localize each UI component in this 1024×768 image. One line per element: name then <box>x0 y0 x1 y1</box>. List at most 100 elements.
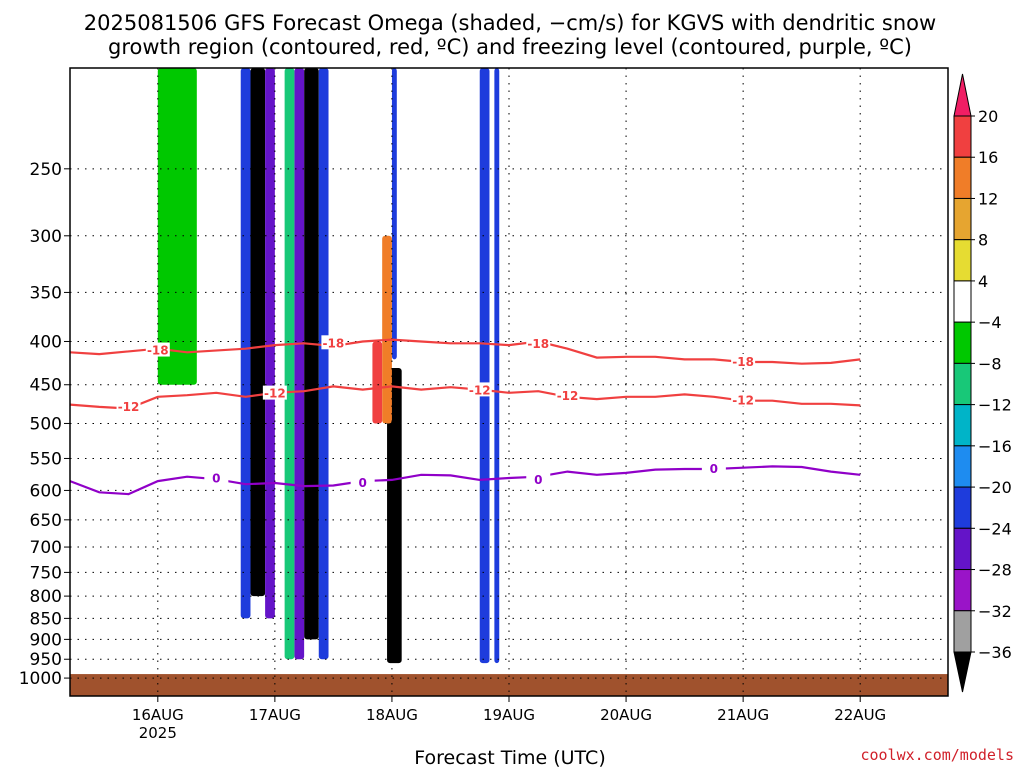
omega-colorbar: 20 16 12 8 4 −4 −8 −12 −16 −20 −24 −28 −32 −36 <box>953 73 1012 693</box>
omega-cell <box>387 368 402 664</box>
colorbar-bin <box>953 486 972 529</box>
colorbar-top-triangle <box>953 73 972 117</box>
contour-label-0: 0 <box>358 476 366 490</box>
omega-cell <box>494 68 500 664</box>
omega-cell <box>391 68 397 360</box>
contour-label-bg <box>467 382 492 397</box>
y-tick-label: 300 <box>30 227 62 247</box>
omega-cell <box>294 68 305 660</box>
colorbar-bin <box>953 445 972 488</box>
omega-cell <box>157 68 197 385</box>
contour-label-bg <box>526 336 551 351</box>
x-axis-label: Forecast Time (UTC) <box>414 747 605 768</box>
y-axis-ticks: 2503003504004505005506006507007508008509… <box>19 160 70 689</box>
x-tick-label: 16AUG <box>132 706 184 724</box>
omega-cell <box>240 68 251 619</box>
colorbar-label: 4 <box>978 272 988 291</box>
contour-label-bg <box>555 387 580 402</box>
contour-label-bg <box>731 354 756 369</box>
colorbar-label: −20 <box>978 478 1012 497</box>
omega-cell <box>372 341 383 424</box>
colorbar-bin <box>953 239 972 282</box>
colorbar-label: −16 <box>978 437 1012 456</box>
chart-title-line-1: 2025081506 GFS Forecast Omega (shaded, −… <box>84 11 936 35</box>
contour-label--18: -18 <box>147 344 169 358</box>
chart-grid <box>70 68 948 696</box>
colorbar-label: −12 <box>978 396 1012 415</box>
colorbar-bin <box>953 404 972 447</box>
colorbar-label: 16 <box>978 148 998 167</box>
colorbar-label: 12 <box>978 189 998 208</box>
contour-label--12: -12 <box>469 383 491 397</box>
colorbar-bin <box>953 156 972 199</box>
y-tick-label: 950 <box>30 650 62 670</box>
y-tick-label: 1000 <box>19 669 62 689</box>
contour-label--12: -12 <box>118 400 140 414</box>
contour-label-0: 0 <box>534 473 542 487</box>
contour-label-bg <box>350 475 375 490</box>
contour-label-bg <box>116 398 141 413</box>
y-tick-label: 850 <box>30 609 62 629</box>
colorbar-label: 20 <box>978 107 998 126</box>
y-tick-label: 550 <box>30 449 62 469</box>
colorbar-bin <box>953 569 972 612</box>
chart-title-line-2: growth region (contoured, red, ºC) and f… <box>108 35 912 59</box>
omega-shading <box>157 68 500 664</box>
x-tick-label: 21AUG <box>717 706 769 724</box>
colorbar-label: −8 <box>978 354 1002 373</box>
colorbar-bin <box>953 115 972 158</box>
y-tick-label: 750 <box>30 563 62 583</box>
ground-fill <box>70 674 948 696</box>
contour-label-0: 0 <box>212 472 220 486</box>
omega-cell <box>479 68 490 664</box>
omega-cell <box>318 68 329 660</box>
colorbar-bin <box>953 280 972 323</box>
y-tick-label: 450 <box>30 376 62 396</box>
colorbar-label: −32 <box>978 602 1012 621</box>
contour-label-bg <box>701 460 726 475</box>
contour-label-bg <box>262 385 287 400</box>
contour-label-bg <box>321 335 346 350</box>
contour-label--18: -18 <box>527 337 549 351</box>
y-tick-label: 500 <box>30 414 62 434</box>
colorbar-bin <box>953 527 972 571</box>
colorbar-bin <box>953 610 972 653</box>
contour-label-bg <box>204 470 229 485</box>
contour-label--18: -18 <box>323 336 345 350</box>
x-tick-label: 20AUG <box>600 706 652 724</box>
colorbar-label: −4 <box>978 313 1002 332</box>
x-tick-label: 22AUG <box>834 706 886 724</box>
contour-line--12 <box>70 385 861 410</box>
y-tick-label: 600 <box>30 481 62 501</box>
y-tick-label: 900 <box>30 630 62 650</box>
contour-label-bg <box>145 342 170 357</box>
omega-cell <box>250 68 266 597</box>
y-tick-label: 400 <box>30 332 62 352</box>
credit-text: coolwx.com/models <box>860 746 1014 764</box>
colorbar-label: −24 <box>978 519 1012 538</box>
contour-label--12: -12 <box>264 387 286 401</box>
colorbar-bin <box>953 197 972 241</box>
temperature-contours: -18 -18 -18 -18 -12 -12 -12 -12 -12 0 0 0 0 <box>70 335 861 496</box>
y-tick-label: 800 <box>30 587 62 607</box>
colorbar-label: 8 <box>978 231 988 250</box>
colorbar-label: −36 <box>978 643 1012 662</box>
contour-label--12: -12 <box>557 389 579 403</box>
contour-label-bg <box>731 392 756 407</box>
contour-line-0 <box>70 465 861 496</box>
omega-cell <box>304 68 319 640</box>
contour-label--18: -18 <box>732 355 754 369</box>
contour-label--12: -12 <box>732 394 754 408</box>
ground-below-surface <box>70 674 948 696</box>
omega-cell <box>265 68 275 619</box>
omega-cell <box>284 68 295 660</box>
x-tick-year-label: 2025 <box>139 724 177 742</box>
omega-cell <box>382 235 392 424</box>
y-tick-label: 700 <box>30 538 62 558</box>
colorbar-bottom-triangle <box>953 651 972 693</box>
y-tick-label: 250 <box>30 160 62 180</box>
colorbar-bin <box>953 321 972 364</box>
colorbar-label: −28 <box>978 561 1012 580</box>
